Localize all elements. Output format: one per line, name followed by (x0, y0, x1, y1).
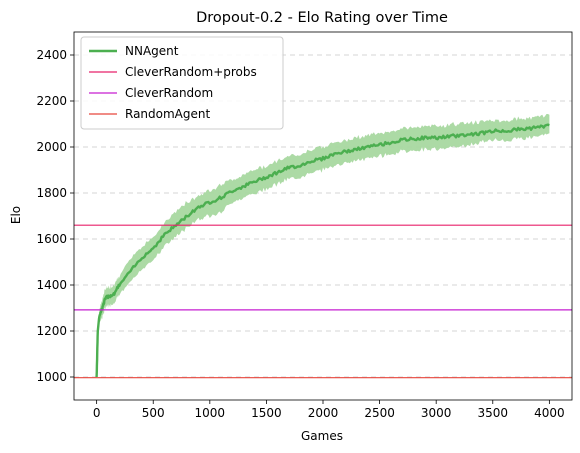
x-tick-label: 500 (142, 406, 165, 420)
y-tick-label: 1800 (36, 186, 67, 200)
y-tick-label: 2400 (36, 48, 67, 62)
legend-box (80, 36, 284, 130)
plot-area (74, 114, 572, 379)
x-tick-label: 3000 (421, 406, 452, 420)
x-axis: 0 500 1000 1500 2000 2500 3000 3500 4000 (93, 400, 565, 420)
nnagent-confidence-band (96, 114, 550, 377)
y-axis: 1000 1200 1400 1600 1800 2000 2200 2400 (36, 48, 74, 384)
legend-entry-label: CleverRandom (125, 86, 213, 100)
x-tick-label: 3500 (477, 406, 508, 420)
y-tick-label: 1600 (36, 232, 67, 246)
y-tick-label: 1200 (36, 324, 67, 338)
x-tick-label: 0 (93, 406, 101, 420)
legend: NNAgent CleverRandom+probs CleverRandom Ran… (80, 36, 284, 130)
legend-entry-label: CleverRandom+probs (125, 65, 257, 79)
y-tick-label: 2000 (36, 140, 67, 154)
x-tick-label: 1500 (251, 406, 282, 420)
y-tick-label: 2200 (36, 94, 67, 108)
x-tick-label: 2500 (364, 406, 395, 420)
legend-entry-label: NNAgent (125, 44, 179, 58)
nnagent-line (95, 123, 550, 378)
legend-entry-label: RandomAgent (125, 107, 210, 121)
chart-title: Dropout-0.2 - Elo Rating over Time (196, 10, 448, 26)
x-tick-label: 1000 (195, 406, 226, 420)
y-tick-label: 1400 (36, 278, 67, 292)
y-tick-label: 1000 (36, 370, 67, 384)
y-axis-label: Elo (9, 206, 23, 224)
x-tick-label: 4000 (534, 406, 565, 420)
x-tick-label: 2000 (308, 406, 339, 420)
x-axis-label: Games (301, 429, 343, 443)
